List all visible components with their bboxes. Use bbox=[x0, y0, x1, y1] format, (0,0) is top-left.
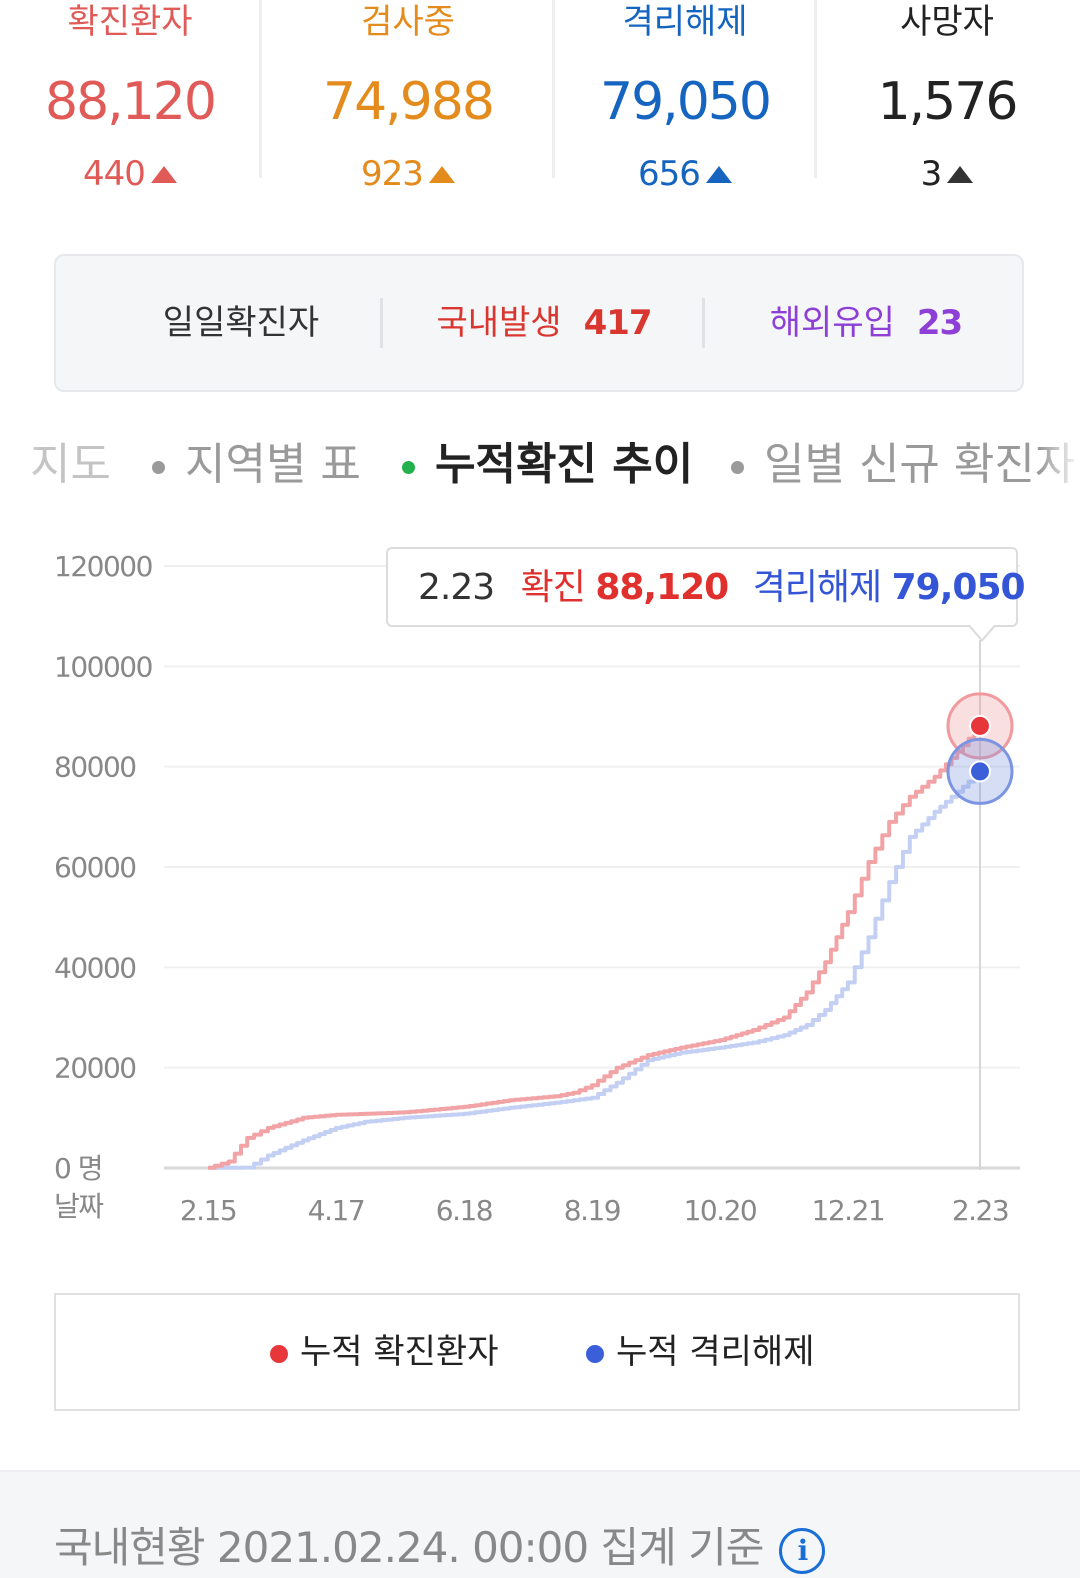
stat-deaths-delta: 3 bbox=[817, 154, 1077, 194]
footer-text-row: 국내현황 2021.02.24. 00:00 집계 기준 i bbox=[54, 1514, 826, 1575]
stats-summary: 확진환자 88,120 440 검사중 74,988 923 격리해제 79,0… bbox=[0, 0, 1080, 200]
stat-testing-delta: 923 bbox=[278, 154, 538, 194]
stat-released-delta: 656 bbox=[555, 154, 815, 194]
gridlines bbox=[164, 565, 1020, 1170]
bullet-icon bbox=[402, 460, 415, 474]
series-line-released bbox=[208, 771, 982, 1170]
x-tick-label: 4.17 bbox=[308, 1194, 364, 1227]
up-arrow-icon bbox=[947, 166, 974, 183]
stat-deaths-delta-value: 3 bbox=[920, 154, 943, 194]
series-line-confirmed bbox=[208, 725, 982, 1170]
stat-deaths: 사망자 1,576 3 bbox=[817, 0, 1077, 194]
divider bbox=[552, 0, 555, 178]
bullet-icon bbox=[152, 460, 165, 474]
up-arrow-icon bbox=[428, 166, 455, 183]
x-tick-label: 8.19 bbox=[564, 1194, 620, 1227]
info-icon[interactable]: i bbox=[779, 1527, 826, 1574]
tooltip-confirmed-label: 확진 bbox=[520, 567, 586, 608]
daily-domestic: 국내발생 417 bbox=[386, 256, 702, 390]
y-axis-labels: 120000 100000 80000 60000 40000 20000 0 명 bbox=[54, 550, 153, 1185]
divider bbox=[380, 298, 383, 348]
footer-status: 국내현황 2021.02.24. 00:00 집계 기준 i bbox=[0, 1470, 1080, 1578]
stat-confirmed-label: 확진환자 bbox=[67, 2, 193, 42]
stat-released-label: 격리해제 bbox=[622, 2, 748, 42]
x-tick-label: 2.23 bbox=[952, 1194, 1008, 1227]
chart-legend: 누적 확진환자 누적 격리해제 bbox=[54, 1293, 1020, 1411]
cumulative-chart[interactable]: 120000 100000 80000 60000 40000 20000 0 명 날짜 2.… bbox=[0, 530, 1080, 1250]
daily-confirmed-label: 일일확진자 bbox=[162, 303, 320, 343]
tooltip-arrow-inner bbox=[970, 625, 994, 639]
tab-daily-new[interactable]: 일별 신규 확진자 bbox=[731, 430, 1075, 500]
y-tick-label: 40000 bbox=[54, 951, 136, 984]
tooltip-confirmed: 확진 88,120 bbox=[520, 567, 730, 608]
y-tick-label: 80000 bbox=[54, 751, 136, 784]
legend-confirmed-label: 누적 확진환자 bbox=[300, 1332, 499, 1372]
daily-overseas: 해외유입 23 bbox=[708, 256, 1024, 390]
tab-map-label: 지도 bbox=[30, 439, 111, 490]
daily-domestic-value: 417 bbox=[583, 303, 653, 343]
stat-released-delta-value: 656 bbox=[638, 154, 701, 194]
y-tick-label: 120000 bbox=[54, 550, 152, 583]
y-tick-label: 100000 bbox=[54, 650, 152, 683]
divider bbox=[259, 0, 262, 178]
tooltip-released: 격리해제 79,050 bbox=[752, 567, 1026, 608]
y-tick-label: 60000 bbox=[54, 851, 136, 884]
daily-confirmed-box: 일일확진자 국내발생 417 해외유입 23 bbox=[54, 254, 1024, 392]
scroll-fade-left bbox=[0, 430, 40, 500]
divider bbox=[702, 298, 705, 348]
scroll-fade-right bbox=[1040, 430, 1080, 500]
stat-testing: 검사중 74,988 923 bbox=[278, 0, 538, 194]
x-tick-label: 6.18 bbox=[436, 1194, 492, 1227]
legend-dot-icon bbox=[270, 1344, 288, 1363]
tooltip-released-label: 격리해제 bbox=[752, 567, 882, 608]
y-tick-label: 20000 bbox=[54, 1052, 136, 1085]
footer-text: 국내현황 2021.02.24. 00:00 집계 기준 bbox=[54, 1523, 764, 1572]
stat-released: 격리해제 79,050 656 bbox=[555, 0, 815, 194]
series-markers[interactable] bbox=[946, 692, 1014, 805]
tab-cumulative-trend[interactable]: 누적확진 추이 bbox=[402, 430, 693, 500]
divider bbox=[814, 0, 817, 178]
stat-confirmed-delta: 440 bbox=[0, 154, 260, 194]
legend-item-released[interactable]: 누적 격리해제 bbox=[586, 1295, 815, 1409]
stat-deaths-label: 사망자 bbox=[900, 2, 994, 42]
marker-confirmed[interactable] bbox=[969, 714, 991, 737]
tab-daily-new-label: 일별 신규 확진자 bbox=[764, 439, 1076, 490]
x-tick-label: 10.20 bbox=[684, 1194, 757, 1227]
stat-released-value: 79,050 bbox=[600, 72, 772, 132]
stat-confirmed-value: 88,120 bbox=[45, 72, 217, 132]
daily-overseas-label: 해외유입 bbox=[769, 303, 895, 343]
series-lines bbox=[208, 725, 982, 1170]
stat-confirmed-delta-value: 440 bbox=[83, 154, 146, 194]
marker-released[interactable] bbox=[969, 760, 991, 783]
bullet-icon bbox=[731, 460, 744, 474]
stat-testing-label: 검사중 bbox=[361, 2, 455, 42]
x-tick-label: 12.21 bbox=[812, 1194, 885, 1227]
x-axis-label: 날짜 bbox=[54, 1190, 103, 1223]
tab-region-table-label: 지역별 표 bbox=[185, 439, 361, 490]
x-axis-labels: 날짜 2.15 4.17 6.18 8.19 10.20 12.21 2.23 bbox=[54, 1190, 1010, 1227]
tooltip-confirmed-value: 88,120 bbox=[595, 567, 729, 608]
up-arrow-icon bbox=[150, 166, 177, 183]
tooltip-released-value: 79,050 bbox=[891, 567, 1026, 608]
tab-map[interactable]: 지도 bbox=[30, 430, 111, 500]
tab-region-table[interactable]: 지역별 표 bbox=[152, 430, 361, 500]
daily-overseas-value: 23 bbox=[916, 303, 963, 343]
stat-confirmed: 확진환자 88,120 440 bbox=[0, 0, 260, 194]
chart-tooltip: 2.23 확진 88,120 격리해제 79,050 bbox=[386, 547, 1026, 627]
stat-testing-value: 74,988 bbox=[323, 72, 495, 132]
tab-cumulative-trend-label: 누적확진 추이 bbox=[435, 439, 694, 490]
chart-tabs: 지도 지역별 표 누적확진 추이 일별 신규 확진자 bbox=[0, 430, 1080, 500]
up-arrow-icon bbox=[705, 166, 732, 183]
y-tick-label: 0 명 bbox=[54, 1152, 102, 1185]
x-tick-label: 2.15 bbox=[180, 1194, 236, 1227]
daily-domestic-label: 국내발생 bbox=[436, 303, 562, 343]
stat-testing-delta-value: 923 bbox=[361, 154, 424, 194]
legend-item-confirmed[interactable]: 누적 확진환자 bbox=[270, 1295, 499, 1409]
legend-dot-icon bbox=[586, 1344, 604, 1363]
stat-deaths-value: 1,576 bbox=[877, 72, 1019, 132]
legend-released-label: 누적 격리해제 bbox=[616, 1332, 815, 1372]
tooltip-date: 2.23 bbox=[418, 567, 495, 608]
